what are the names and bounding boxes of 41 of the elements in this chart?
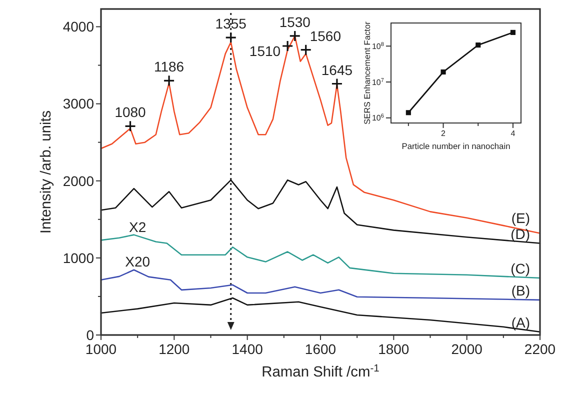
annotation: 1510 [249, 42, 281, 59]
series-label: (E) [511, 210, 530, 226]
y-tick-label: 10$^{8}$ [372, 42, 384, 51]
line-series [100, 179, 541, 244]
x-tick-label: 2200 [524, 341, 556, 357]
x-tick-label: 2 [441, 129, 446, 138]
series-label: (A) [511, 314, 530, 331]
x-tick-label: 1400 [232, 341, 264, 357]
annotation: 1645 [321, 62, 353, 78]
point [440, 69, 446, 75]
series-label: (C) [510, 260, 530, 277]
point [510, 30, 516, 35]
x-tick-label: 1200 [158, 341, 190, 357]
y-tick-label: 0 [86, 326, 94, 343]
y-tick-label: 1000 [62, 250, 94, 266]
x-tick-label: 4 [510, 129, 516, 138]
x-tick-label: 1000 [85, 341, 117, 357]
annotation: X20 [125, 253, 150, 270]
point [476, 42, 481, 48]
annotation: 1530 [279, 14, 311, 30]
y-tick-label: 10$^{6}$ [372, 114, 384, 123]
x-axis-title: Raman Shift /cm$^{-1}$ [262, 362, 380, 380]
y-axis-title: Intensity /arb. units [38, 110, 55, 234]
x-tick-label: 1800 [378, 341, 410, 357]
x-tick-label: 2000 [451, 341, 483, 357]
annotation: 1560 [310, 28, 342, 44]
series-label: (D) [510, 226, 530, 242]
y-tick-label: 3000 [62, 96, 94, 112]
x-tick-label: 1600 [304, 341, 336, 357]
y-axis-title: SERS Enhancement Factor [362, 21, 372, 124]
annotation: 1080 [114, 104, 146, 120]
annotation: X2 [129, 218, 146, 235]
x-axis-title: Particle number in nanochain [402, 140, 511, 151]
point [406, 110, 411, 116]
series-label: (B) [511, 282, 530, 299]
y-tick-label: 4000 [62, 18, 94, 35]
y-tick-label: 2000 [62, 172, 94, 189]
annotation: 1355 [215, 16, 247, 32]
line-series [100, 297, 541, 333]
y-tick-label: 10$^{7}$ [372, 78, 384, 87]
annotation: 1186 [154, 58, 184, 75]
